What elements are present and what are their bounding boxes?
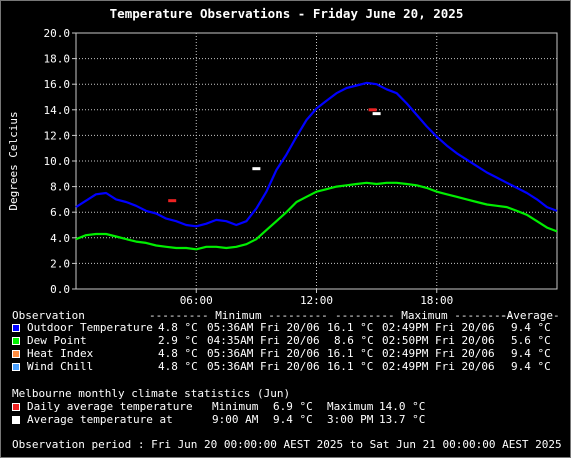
- y-tick-label: 10.0: [44, 155, 71, 168]
- row-min-time: 05:36AM Fri 20/06: [207, 321, 320, 334]
- avg-header: -Average-: [500, 309, 560, 322]
- series-line-dew-point: [75, 181, 558, 251]
- legend-swatch-heat-index: [12, 350, 20, 358]
- row-avg: 5.6 °C: [511, 334, 551, 347]
- row-avg: 9.4 °C: [511, 347, 551, 360]
- climate-at-label: Average temperature at: [27, 413, 173, 426]
- marker-average-temperature-at: [372, 112, 381, 116]
- legend-swatch-average-at: [12, 416, 20, 424]
- climate-max-label: Maximum: [327, 400, 374, 413]
- y-tick-label: 6.0: [50, 206, 70, 219]
- legend-swatch-outdoor: [12, 324, 20, 332]
- x-tick-label: 18:00: [420, 294, 453, 307]
- row-avg: 9.4 °C: [511, 321, 551, 334]
- x-tick-label: 06:00: [180, 294, 213, 307]
- legend-swatch-daily-average: [12, 403, 20, 411]
- climate-min-value: 6.9 °C: [273, 400, 313, 413]
- y-tick-label: 4.0: [50, 232, 70, 245]
- row-label: Outdoor Temperature: [27, 321, 153, 334]
- y-tick-label: 8.0: [50, 181, 70, 194]
- row-min: 4.8 °C: [158, 360, 198, 373]
- row-label: Dew Point: [27, 334, 87, 347]
- legend-swatch-wind-chill: [12, 363, 20, 371]
- series-lines: [75, 81, 558, 251]
- marker-daily-average-temperature: [368, 108, 377, 112]
- climate-max-value: 14.0 °C: [379, 400, 426, 413]
- max-header: --------- Maximum ---------: [335, 309, 514, 322]
- row-max: 16.1 °C: [327, 321, 374, 334]
- row-min-time: 05:36AM Fri 20/06: [207, 360, 320, 373]
- climate-heading: Melbourne monthly climate statistics (Ju…: [12, 387, 291, 400]
- row-max-time: 02:50PM Fri 20/06: [382, 334, 495, 347]
- row-max-time: 02:49PM Fri 20/06: [382, 347, 495, 360]
- row-max: 16.1 °C: [327, 347, 374, 360]
- y-axis-label: Degrees Celcius: [7, 111, 20, 210]
- y-tick-label: 2.0: [50, 257, 70, 270]
- chart-title: Temperature Observations - Friday June 2…: [109, 6, 464, 21]
- obs-header: Observation: [12, 309, 85, 322]
- y-tick-label: 12.0: [44, 129, 71, 142]
- marker-daily-average-temperature: [168, 199, 177, 203]
- y-tick-label: 20.0: [44, 27, 71, 40]
- x-tick-label: 12:00: [300, 294, 333, 307]
- row-max: 8.6 °C: [334, 334, 374, 347]
- axis-ticks: 0.0 2.0 4.0 6.0 8.0 10.0 12.0 14.0 16.0 18.0 20.0 0…: [44, 27, 454, 307]
- row-min-time: 04:35AM Fri 20/06: [207, 334, 320, 347]
- climate-at-time1: 9:00 AM: [212, 413, 259, 426]
- y-tick-label: 18.0: [44, 53, 71, 66]
- y-tick-label: 16.0: [44, 78, 71, 91]
- observation-period: Observation period : Fri Jun 20 00:00:00…: [12, 438, 562, 451]
- row-label: Heat Index: [27, 347, 94, 360]
- legend-swatch-dewpoint: [12, 337, 20, 345]
- y-tick-label: 14.0: [44, 104, 71, 117]
- climate-at-value1: 9.4 °C: [273, 413, 313, 426]
- marker-average-temperature-at: [252, 167, 261, 171]
- min-header: --------- Minimum ---------: [149, 309, 328, 322]
- row-max: 16.1 °C: [327, 360, 374, 373]
- row-min: 4.8 °C: [158, 347, 198, 360]
- series-line-outdoor-temperature: [75, 81, 558, 228]
- climate-markers: [168, 108, 381, 203]
- y-tick-label: 0.0: [50, 283, 70, 296]
- row-min: 2.9 °C: [158, 334, 198, 347]
- climate-min-label: Minimum: [212, 400, 259, 413]
- row-max-time: 02:49PM Fri 20/06: [382, 321, 495, 334]
- row-min-time: 05:36AM Fri 20/06: [207, 347, 320, 360]
- row-max-time: 02:49PM Fri 20/06: [382, 360, 495, 373]
- row-min: 4.8 °C: [158, 321, 198, 334]
- climate-daily-label: Daily average temperature: [27, 400, 193, 413]
- climate-at-value2: 13.7 °C: [379, 413, 426, 426]
- row-avg: 9.4 °C: [511, 360, 551, 373]
- row-label: Wind Chill: [27, 360, 94, 373]
- climate-at-time2: 3:00 PM: [327, 413, 374, 426]
